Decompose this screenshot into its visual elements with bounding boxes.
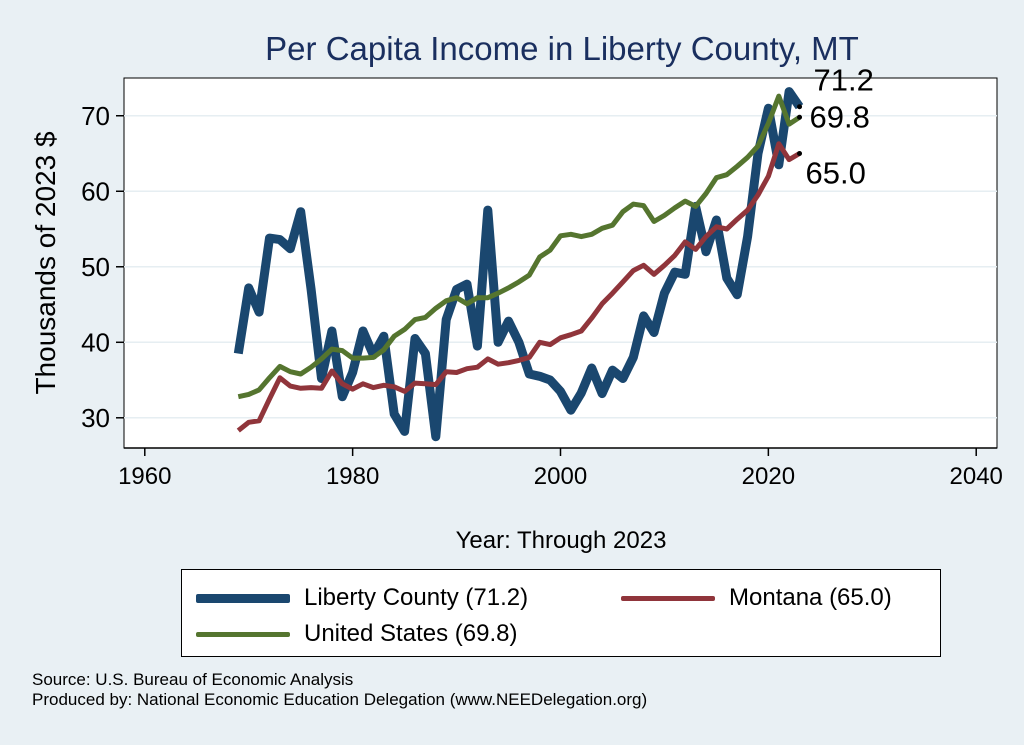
y-tick-label: 70: [81, 101, 110, 131]
chart-title: Per Capita Income in Liberty County, MT: [265, 30, 859, 67]
legend-swatch-united-states: [196, 631, 290, 637]
x-tick-label: 2000: [534, 463, 587, 490]
legend-swatch-montana: [621, 595, 715, 601]
series-layer: [233, 87, 804, 442]
series-line-montana: [236, 141, 801, 433]
legend-item-montana: Montana (65.0): [621, 584, 892, 612]
y-axis-title: Thousands of 2023 $: [30, 131, 61, 395]
axis-layer: 30 40 50 60 70 1960 1980 2000 2020 2040: [81, 101, 1003, 490]
x-tick-label: 1980: [326, 463, 379, 490]
legend: Liberty County (71.2) Montana (65.0) Uni…: [181, 569, 941, 657]
label-layer: 71.2 65.0 69.8: [797, 63, 874, 191]
legend-label-liberty-county: Liberty County (71.2): [304, 584, 529, 611]
y-tick-label: 40: [81, 327, 110, 357]
legend-label-united-states: United States (69.8): [304, 620, 518, 647]
end-point-marker: [797, 151, 803, 157]
end-point-marker: [797, 114, 803, 120]
legend-item-united-states: United States (69.8): [196, 620, 517, 648]
y-tick-label: 30: [81, 403, 110, 433]
x-tick-label: 1960: [118, 463, 171, 490]
series-line-united-states: [237, 93, 801, 400]
end-point-marker: [797, 104, 803, 110]
legend-item-liberty-county: Liberty County (71.2): [196, 584, 528, 612]
end-value-label: 71.2: [814, 63, 874, 98]
producer-line: Produced by: National Economic Education…: [32, 690, 648, 709]
source-line: Source: U.S. Bureau of Economic Analysis: [32, 670, 354, 689]
x-tick-label: 2040: [950, 463, 1003, 490]
end-value-label: 65.0: [806, 156, 866, 191]
end-value-label: 69.8: [810, 99, 870, 134]
series-line-liberty-county: [233, 87, 804, 442]
y-tick-label: 50: [81, 252, 110, 282]
x-axis-title: Year: Through 2023: [456, 527, 667, 554]
legend-swatch-liberty-county: [196, 593, 290, 603]
x-tick-label: 2020: [742, 463, 795, 490]
y-tick-label: 60: [81, 176, 110, 206]
legend-label-montana: Montana (65.0): [729, 584, 892, 611]
source-notes: Source: U.S. Bureau of Economic Analysis…: [32, 670, 647, 710]
grid-layer: [124, 115, 997, 419]
